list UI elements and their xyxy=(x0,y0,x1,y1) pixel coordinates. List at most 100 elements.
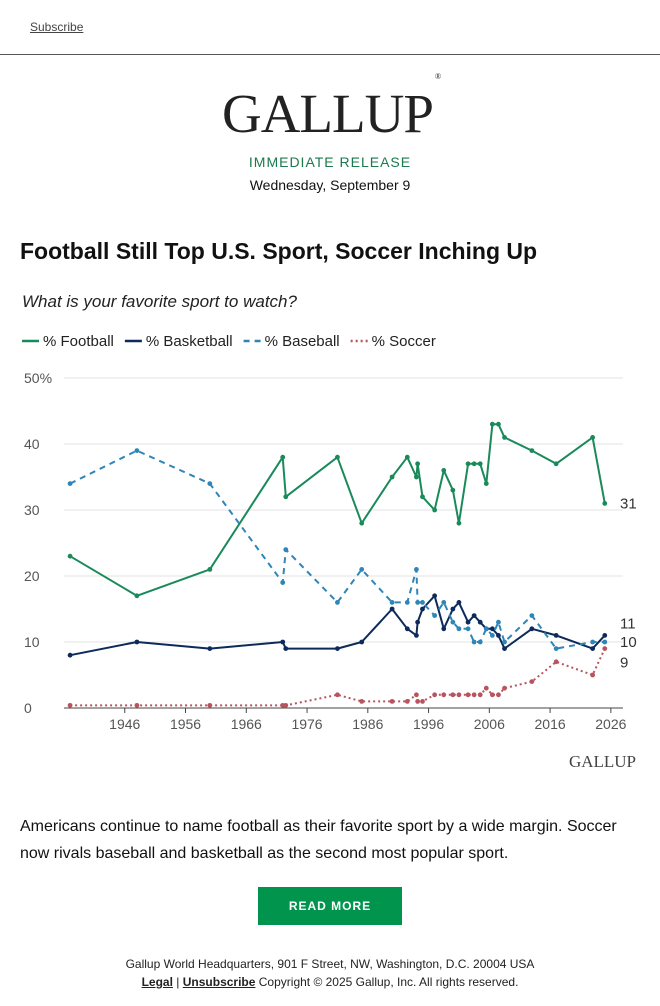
point-2-1 xyxy=(134,448,140,453)
point-2-23 xyxy=(529,613,535,618)
point-1-23 xyxy=(529,626,535,632)
point-3-2 xyxy=(207,702,213,708)
y-tick-label-10: 10 xyxy=(24,634,40,650)
footer-address: Gallup World Headquarters, 901 F Street,… xyxy=(125,957,535,971)
point-2-7 xyxy=(389,600,395,605)
point-3-21 xyxy=(496,692,501,698)
point-3-4 xyxy=(283,702,289,708)
point-1-15 xyxy=(456,600,462,605)
x-tick-label-1966: 1966 xyxy=(231,716,262,732)
read-more-button[interactable]: READ MORE xyxy=(258,887,402,925)
point-0-14 xyxy=(450,487,456,493)
point-3-24 xyxy=(553,659,559,665)
point-2-14 xyxy=(450,619,456,625)
y-tick-label-20: 20 xyxy=(24,568,40,584)
point-2-2 xyxy=(207,481,213,486)
point-3-18 xyxy=(477,692,483,698)
point-0-18 xyxy=(477,461,483,467)
point-1-3 xyxy=(280,639,286,645)
point-1-22 xyxy=(502,646,507,651)
point-2-16 xyxy=(465,626,471,632)
point-2-13 xyxy=(441,600,447,605)
point-2-25 xyxy=(590,639,596,645)
point-0-20 xyxy=(489,421,495,427)
point-0-1 xyxy=(134,593,140,599)
footer-separator: | xyxy=(176,975,180,989)
release-date: Wednesday, September 9 xyxy=(249,177,411,193)
point-3-12 xyxy=(432,692,438,698)
point-3-6 xyxy=(359,699,365,704)
point-1-11 xyxy=(420,606,425,612)
point-0-2 xyxy=(207,567,213,572)
point-3-26 xyxy=(602,646,608,651)
point-1-16 xyxy=(465,619,471,625)
point-1-12 xyxy=(432,593,438,599)
point-2-3 xyxy=(280,580,286,585)
point-3-10 xyxy=(415,699,421,704)
x-tick-label-1996: 1996 xyxy=(413,716,444,732)
point-3-19 xyxy=(483,685,489,691)
point-3-17 xyxy=(471,692,477,698)
point-2-5 xyxy=(335,600,340,605)
legend-label-0: % Football xyxy=(43,333,114,350)
point-2-26 xyxy=(602,639,608,645)
x-tick-label-1946: 1946 xyxy=(109,716,140,732)
point-0-8 xyxy=(404,454,410,460)
point-3-16 xyxy=(465,692,471,698)
point-1-20 xyxy=(489,626,495,632)
point-1-10 xyxy=(415,619,421,625)
point-3-5 xyxy=(335,692,340,698)
x-tick-label-1976: 1976 xyxy=(291,716,322,732)
x-tick-label-1956: 1956 xyxy=(170,716,201,732)
series-line-3 xyxy=(70,648,606,707)
legal-link[interactable]: Legal xyxy=(141,975,173,989)
point-2-6 xyxy=(359,567,365,572)
subscribe-link[interactable]: Subscribe xyxy=(30,20,84,34)
point-3-7 xyxy=(389,699,395,704)
point-2-0 xyxy=(67,481,73,486)
point-1-8 xyxy=(404,626,410,632)
point-1-25 xyxy=(590,646,596,651)
point-0-12 xyxy=(432,507,438,513)
point-1-26 xyxy=(602,633,608,638)
point-3-8 xyxy=(404,699,410,704)
point-2-20 xyxy=(489,633,495,638)
footer-legal-line: Legal | Unsubscribe Copyright © 2025 Gal… xyxy=(0,975,660,989)
point-2-8 xyxy=(404,600,410,605)
point-0-0 xyxy=(67,553,73,559)
point-3-15 xyxy=(456,692,462,698)
point-2-21 xyxy=(496,619,501,625)
point-0-4 xyxy=(283,494,289,500)
point-1-5 xyxy=(335,646,340,651)
point-0-26 xyxy=(602,501,608,506)
copyright-text: Copyright © 2025 Gallup, Inc. All rights… xyxy=(258,975,519,989)
point-1-24 xyxy=(553,633,559,638)
point-0-13 xyxy=(441,468,447,473)
point-3-25 xyxy=(590,672,596,678)
point-2-19 xyxy=(483,626,489,632)
point-1-4 xyxy=(283,646,289,651)
point-0-5 xyxy=(335,454,340,460)
unsubscribe-link[interactable]: Unsubscribe xyxy=(182,975,256,989)
release-label: IMMEDIATE RELEASE xyxy=(248,154,412,170)
point-1-7 xyxy=(389,606,395,612)
y-tick-label-40: 40 xyxy=(24,436,40,452)
y-tick-label-0: 0 xyxy=(24,700,32,716)
point-1-9 xyxy=(414,633,419,638)
point-0-17 xyxy=(471,461,477,467)
x-tick-label-1986: 1986 xyxy=(352,716,383,732)
point-3-22 xyxy=(502,685,507,691)
end-label-2: 10 xyxy=(620,634,637,651)
headline: Football Still Top U.S. Sport, Soccer In… xyxy=(20,238,538,264)
point-2-11 xyxy=(420,600,425,605)
point-0-22 xyxy=(502,435,507,440)
point-0-11 xyxy=(420,494,425,500)
point-2-18 xyxy=(477,639,483,645)
point-0-21 xyxy=(496,421,501,427)
point-2-15 xyxy=(456,626,462,632)
logo-text: GALLUP xyxy=(221,83,434,144)
point-0-19 xyxy=(483,481,489,486)
point-0-25 xyxy=(590,435,596,440)
x-tick-label-2006: 2006 xyxy=(474,716,505,732)
point-1-18 xyxy=(477,619,483,625)
